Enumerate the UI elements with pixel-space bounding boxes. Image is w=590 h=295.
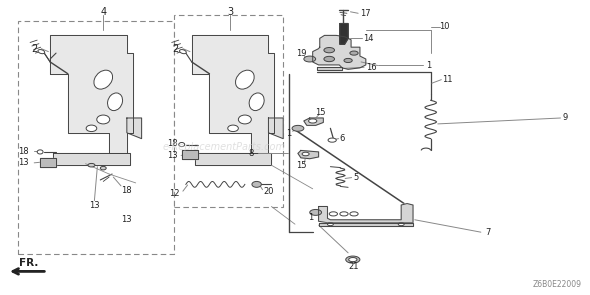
Text: 1: 1 bbox=[309, 213, 313, 222]
Text: 13: 13 bbox=[18, 158, 29, 167]
Bar bbox=[174, 15, 283, 206]
Circle shape bbox=[350, 212, 358, 216]
Circle shape bbox=[309, 119, 317, 123]
Polygon shape bbox=[317, 67, 342, 70]
Circle shape bbox=[329, 212, 337, 216]
Ellipse shape bbox=[86, 125, 97, 132]
Text: FR.: FR. bbox=[19, 258, 38, 268]
Text: 15: 15 bbox=[296, 161, 306, 170]
Ellipse shape bbox=[179, 50, 186, 54]
Circle shape bbox=[292, 125, 304, 131]
Circle shape bbox=[340, 212, 348, 216]
Circle shape bbox=[346, 256, 360, 263]
Text: 20: 20 bbox=[263, 187, 274, 196]
Ellipse shape bbox=[252, 181, 261, 187]
Ellipse shape bbox=[38, 50, 45, 54]
Circle shape bbox=[344, 58, 352, 63]
Text: 13: 13 bbox=[122, 215, 132, 224]
Text: 15: 15 bbox=[315, 108, 326, 117]
Polygon shape bbox=[313, 35, 366, 69]
Text: 21: 21 bbox=[349, 262, 359, 271]
Text: 18: 18 bbox=[122, 186, 132, 195]
Ellipse shape bbox=[107, 93, 123, 111]
Ellipse shape bbox=[228, 125, 238, 132]
Text: 11: 11 bbox=[442, 75, 453, 84]
Text: 18: 18 bbox=[18, 147, 29, 156]
Ellipse shape bbox=[179, 142, 185, 147]
Polygon shape bbox=[268, 118, 283, 139]
Text: 7: 7 bbox=[485, 228, 491, 237]
Text: 5: 5 bbox=[353, 173, 358, 182]
Polygon shape bbox=[40, 158, 56, 167]
Polygon shape bbox=[53, 153, 130, 165]
Text: 4: 4 bbox=[100, 7, 106, 17]
Polygon shape bbox=[50, 35, 133, 153]
Text: 6: 6 bbox=[339, 134, 345, 143]
Text: 3: 3 bbox=[227, 7, 233, 17]
Polygon shape bbox=[319, 223, 413, 226]
Text: 19: 19 bbox=[296, 49, 306, 58]
Text: 10: 10 bbox=[439, 22, 450, 31]
Circle shape bbox=[350, 51, 358, 55]
Polygon shape bbox=[340, 24, 348, 44]
Text: Z6B0E22009: Z6B0E22009 bbox=[532, 280, 581, 289]
Circle shape bbox=[304, 56, 316, 62]
Text: 18: 18 bbox=[168, 139, 178, 148]
Text: 14: 14 bbox=[363, 34, 374, 43]
Ellipse shape bbox=[100, 166, 106, 170]
Polygon shape bbox=[182, 150, 198, 159]
Circle shape bbox=[324, 56, 335, 62]
Circle shape bbox=[328, 138, 336, 142]
Polygon shape bbox=[195, 153, 271, 165]
Text: 2: 2 bbox=[173, 44, 179, 54]
Polygon shape bbox=[127, 118, 142, 139]
Circle shape bbox=[349, 258, 357, 262]
Circle shape bbox=[302, 152, 309, 156]
Circle shape bbox=[398, 223, 404, 226]
Polygon shape bbox=[298, 150, 319, 159]
Text: 17: 17 bbox=[360, 9, 371, 18]
Text: 9: 9 bbox=[563, 114, 568, 122]
Ellipse shape bbox=[97, 115, 110, 124]
Text: 13: 13 bbox=[168, 151, 178, 160]
Polygon shape bbox=[319, 204, 413, 223]
Polygon shape bbox=[304, 118, 323, 125]
Polygon shape bbox=[192, 35, 274, 153]
Circle shape bbox=[324, 47, 335, 53]
Circle shape bbox=[310, 209, 322, 215]
Bar bbox=[18, 21, 174, 254]
Text: 1: 1 bbox=[287, 129, 291, 138]
Ellipse shape bbox=[88, 163, 95, 167]
Text: 12: 12 bbox=[169, 189, 179, 198]
Ellipse shape bbox=[94, 70, 113, 89]
Text: 2: 2 bbox=[31, 44, 37, 54]
Text: 1: 1 bbox=[427, 61, 431, 70]
Text: e-ReplacementParts.com: e-ReplacementParts.com bbox=[163, 142, 286, 153]
Ellipse shape bbox=[249, 93, 264, 111]
Text: 13: 13 bbox=[89, 201, 100, 209]
Text: 8: 8 bbox=[248, 149, 254, 158]
Text: 16: 16 bbox=[366, 63, 377, 72]
Ellipse shape bbox=[238, 115, 251, 124]
Ellipse shape bbox=[235, 70, 254, 89]
Circle shape bbox=[327, 223, 333, 226]
Ellipse shape bbox=[37, 150, 43, 154]
